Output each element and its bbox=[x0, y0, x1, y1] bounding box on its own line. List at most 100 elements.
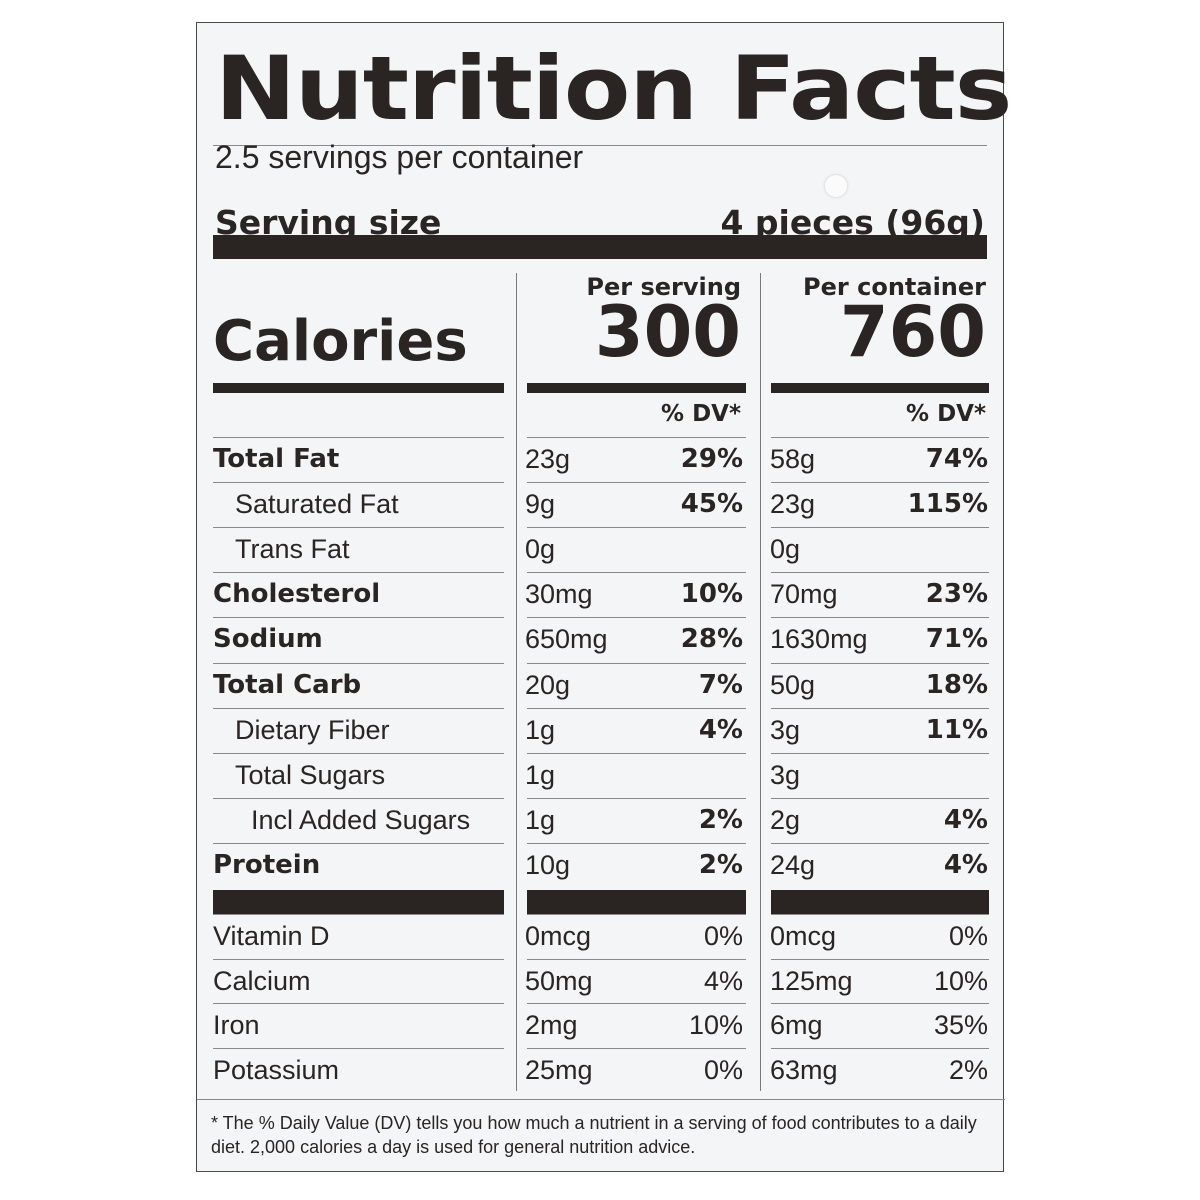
amount-per-serving: 30mg bbox=[525, 579, 593, 610]
row-separator bbox=[527, 1003, 746, 1005]
nutrient-name: Sodium bbox=[213, 624, 323, 655]
servings-per-container: 2.5 servings per container bbox=[215, 139, 584, 175]
dv-per-serving: 0% bbox=[703, 1054, 743, 1085]
amount-per-container: 70mg bbox=[770, 579, 838, 610]
dv-per-serving: 7% bbox=[698, 669, 743, 700]
nutrient-row: Total Sugars 1g 3g bbox=[197, 752, 1005, 798]
footnote: * The % Daily Value (DV) tells you how m… bbox=[211, 1113, 977, 1157]
amount-per-serving: 0g bbox=[525, 534, 556, 565]
amount-per-serving: 50mg bbox=[525, 965, 593, 996]
dv-per-serving: 2% bbox=[698, 804, 743, 835]
dv-per-serving: 10% bbox=[680, 579, 743, 610]
nutrient-row: Sodium 650mg 28% 1630mg 71% bbox=[197, 617, 1005, 662]
dv-per-container: 18% bbox=[925, 669, 988, 700]
amount-per-serving: 25mg bbox=[525, 1054, 593, 1085]
nutrient-row: Trans Fat 0g 0g bbox=[197, 527, 1005, 572]
nutrient-name: Total Sugars bbox=[235, 759, 386, 790]
amount-per-container: 63mg bbox=[770, 1054, 838, 1085]
nutrition-facts-label: Nutrition Facts 2.5 servings per contain… bbox=[196, 22, 1012, 1172]
row-separator bbox=[527, 527, 746, 529]
amount-per-container: 23g bbox=[770, 489, 816, 520]
nutrient-name: Protein bbox=[213, 849, 321, 880]
amount-per-serving: 650mg bbox=[525, 624, 608, 655]
dv-per-serving: 4% bbox=[703, 965, 743, 996]
nutrient-row: Saturated Fat 9g 45% 23g 115% bbox=[197, 482, 1005, 527]
nutrient-name: Calcium bbox=[213, 965, 311, 996]
row-separator bbox=[771, 958, 989, 960]
cal-bar-1 bbox=[213, 383, 504, 393]
dv-per-container: 0% bbox=[948, 921, 988, 951]
amount-per-container: 50g bbox=[770, 669, 816, 700]
calories-label: Calories bbox=[213, 309, 468, 374]
row-separator bbox=[213, 1003, 504, 1005]
nutrient-name: Dietary Fiber bbox=[235, 714, 390, 745]
dv-per-container: 11% bbox=[925, 714, 988, 745]
divider-thin bbox=[213, 145, 987, 146]
nutrient-name: Trans Fat bbox=[235, 534, 350, 565]
nutrient-row: Total Fat 23g 29% 58g 74% bbox=[197, 437, 1005, 482]
amount-per-container: 125mg bbox=[770, 965, 853, 996]
nutrient-name: Cholesterol bbox=[213, 579, 381, 610]
dv-per-container: 4% bbox=[943, 849, 988, 880]
row-separator bbox=[527, 842, 746, 844]
row-separator bbox=[527, 572, 746, 574]
row-separator bbox=[771, 707, 989, 709]
amount-per-serving: 1g bbox=[525, 804, 556, 835]
amount-per-container: 0g bbox=[770, 534, 801, 565]
row-separator bbox=[771, 842, 989, 844]
amount-per-serving: 0mcg bbox=[525, 921, 592, 951]
amount-per-serving: 23g bbox=[525, 444, 571, 474]
row-separator bbox=[213, 527, 504, 529]
row-separator bbox=[527, 482, 746, 484]
amount-per-container: 58g bbox=[770, 444, 816, 474]
col1-calories: 300 bbox=[594, 291, 741, 373]
row-separator bbox=[527, 914, 746, 915]
row-separator bbox=[771, 1003, 989, 1005]
row-separator bbox=[527, 662, 746, 664]
row-separator bbox=[213, 914, 504, 915]
dv-per-container: 35% bbox=[933, 1010, 988, 1041]
col2-header: Per container bbox=[803, 273, 986, 301]
dv-per-serving: 0% bbox=[703, 921, 743, 951]
dv-per-container: 71% bbox=[925, 624, 988, 655]
row-separator bbox=[771, 662, 989, 664]
col1-dv-header: % DV* bbox=[661, 401, 741, 427]
row-separator bbox=[771, 1047, 989, 1049]
amount-per-container: 3g bbox=[770, 714, 801, 745]
row-separator bbox=[213, 842, 504, 844]
amount-per-serving: 2mg bbox=[525, 1010, 578, 1041]
row-separator bbox=[527, 958, 746, 960]
nutrient-name: Total Carb bbox=[213, 669, 362, 700]
row-separator bbox=[771, 527, 989, 529]
cal-bar-3 bbox=[771, 383, 989, 393]
row-separator bbox=[771, 617, 989, 619]
nutrient-name: Total Fat bbox=[213, 444, 340, 474]
dv-per-container: 10% bbox=[933, 965, 988, 996]
nutrient-row: Total Carb 20g 7% 50g 18% bbox=[197, 662, 1005, 708]
row-separator bbox=[213, 662, 504, 664]
row-separator bbox=[213, 707, 504, 709]
dv-per-serving: 45% bbox=[680, 489, 743, 520]
column-divider-1 bbox=[516, 273, 517, 1091]
amount-per-container: 0mcg bbox=[770, 921, 837, 951]
row-separator bbox=[213, 958, 504, 960]
column-divider-2 bbox=[760, 273, 761, 1091]
dv-per-serving: 28% bbox=[680, 624, 743, 655]
amount-per-serving: 20g bbox=[525, 669, 571, 700]
dv-per-serving: 10% bbox=[688, 1010, 743, 1041]
row-separator bbox=[527, 797, 746, 799]
nutrient-name: Incl Added Sugars bbox=[251, 804, 471, 835]
vitamin-bar-2 bbox=[527, 890, 746, 914]
row-separator bbox=[213, 572, 504, 574]
row-separator bbox=[771, 914, 989, 915]
row-separator bbox=[527, 752, 746, 754]
cal-bar-2 bbox=[527, 383, 746, 393]
amount-per-container: 1630mg bbox=[770, 624, 868, 655]
row-separator bbox=[213, 797, 504, 799]
row-separator bbox=[213, 617, 504, 619]
vitamin-row: Vitamin D 0mcg 0% 0mcg 0% bbox=[197, 914, 1005, 959]
nutrient-name: Potassium bbox=[213, 1054, 340, 1085]
nutrient-name: Vitamin D bbox=[213, 921, 330, 951]
vitamin-bar-3 bbox=[771, 890, 989, 914]
row-separator bbox=[771, 572, 989, 574]
